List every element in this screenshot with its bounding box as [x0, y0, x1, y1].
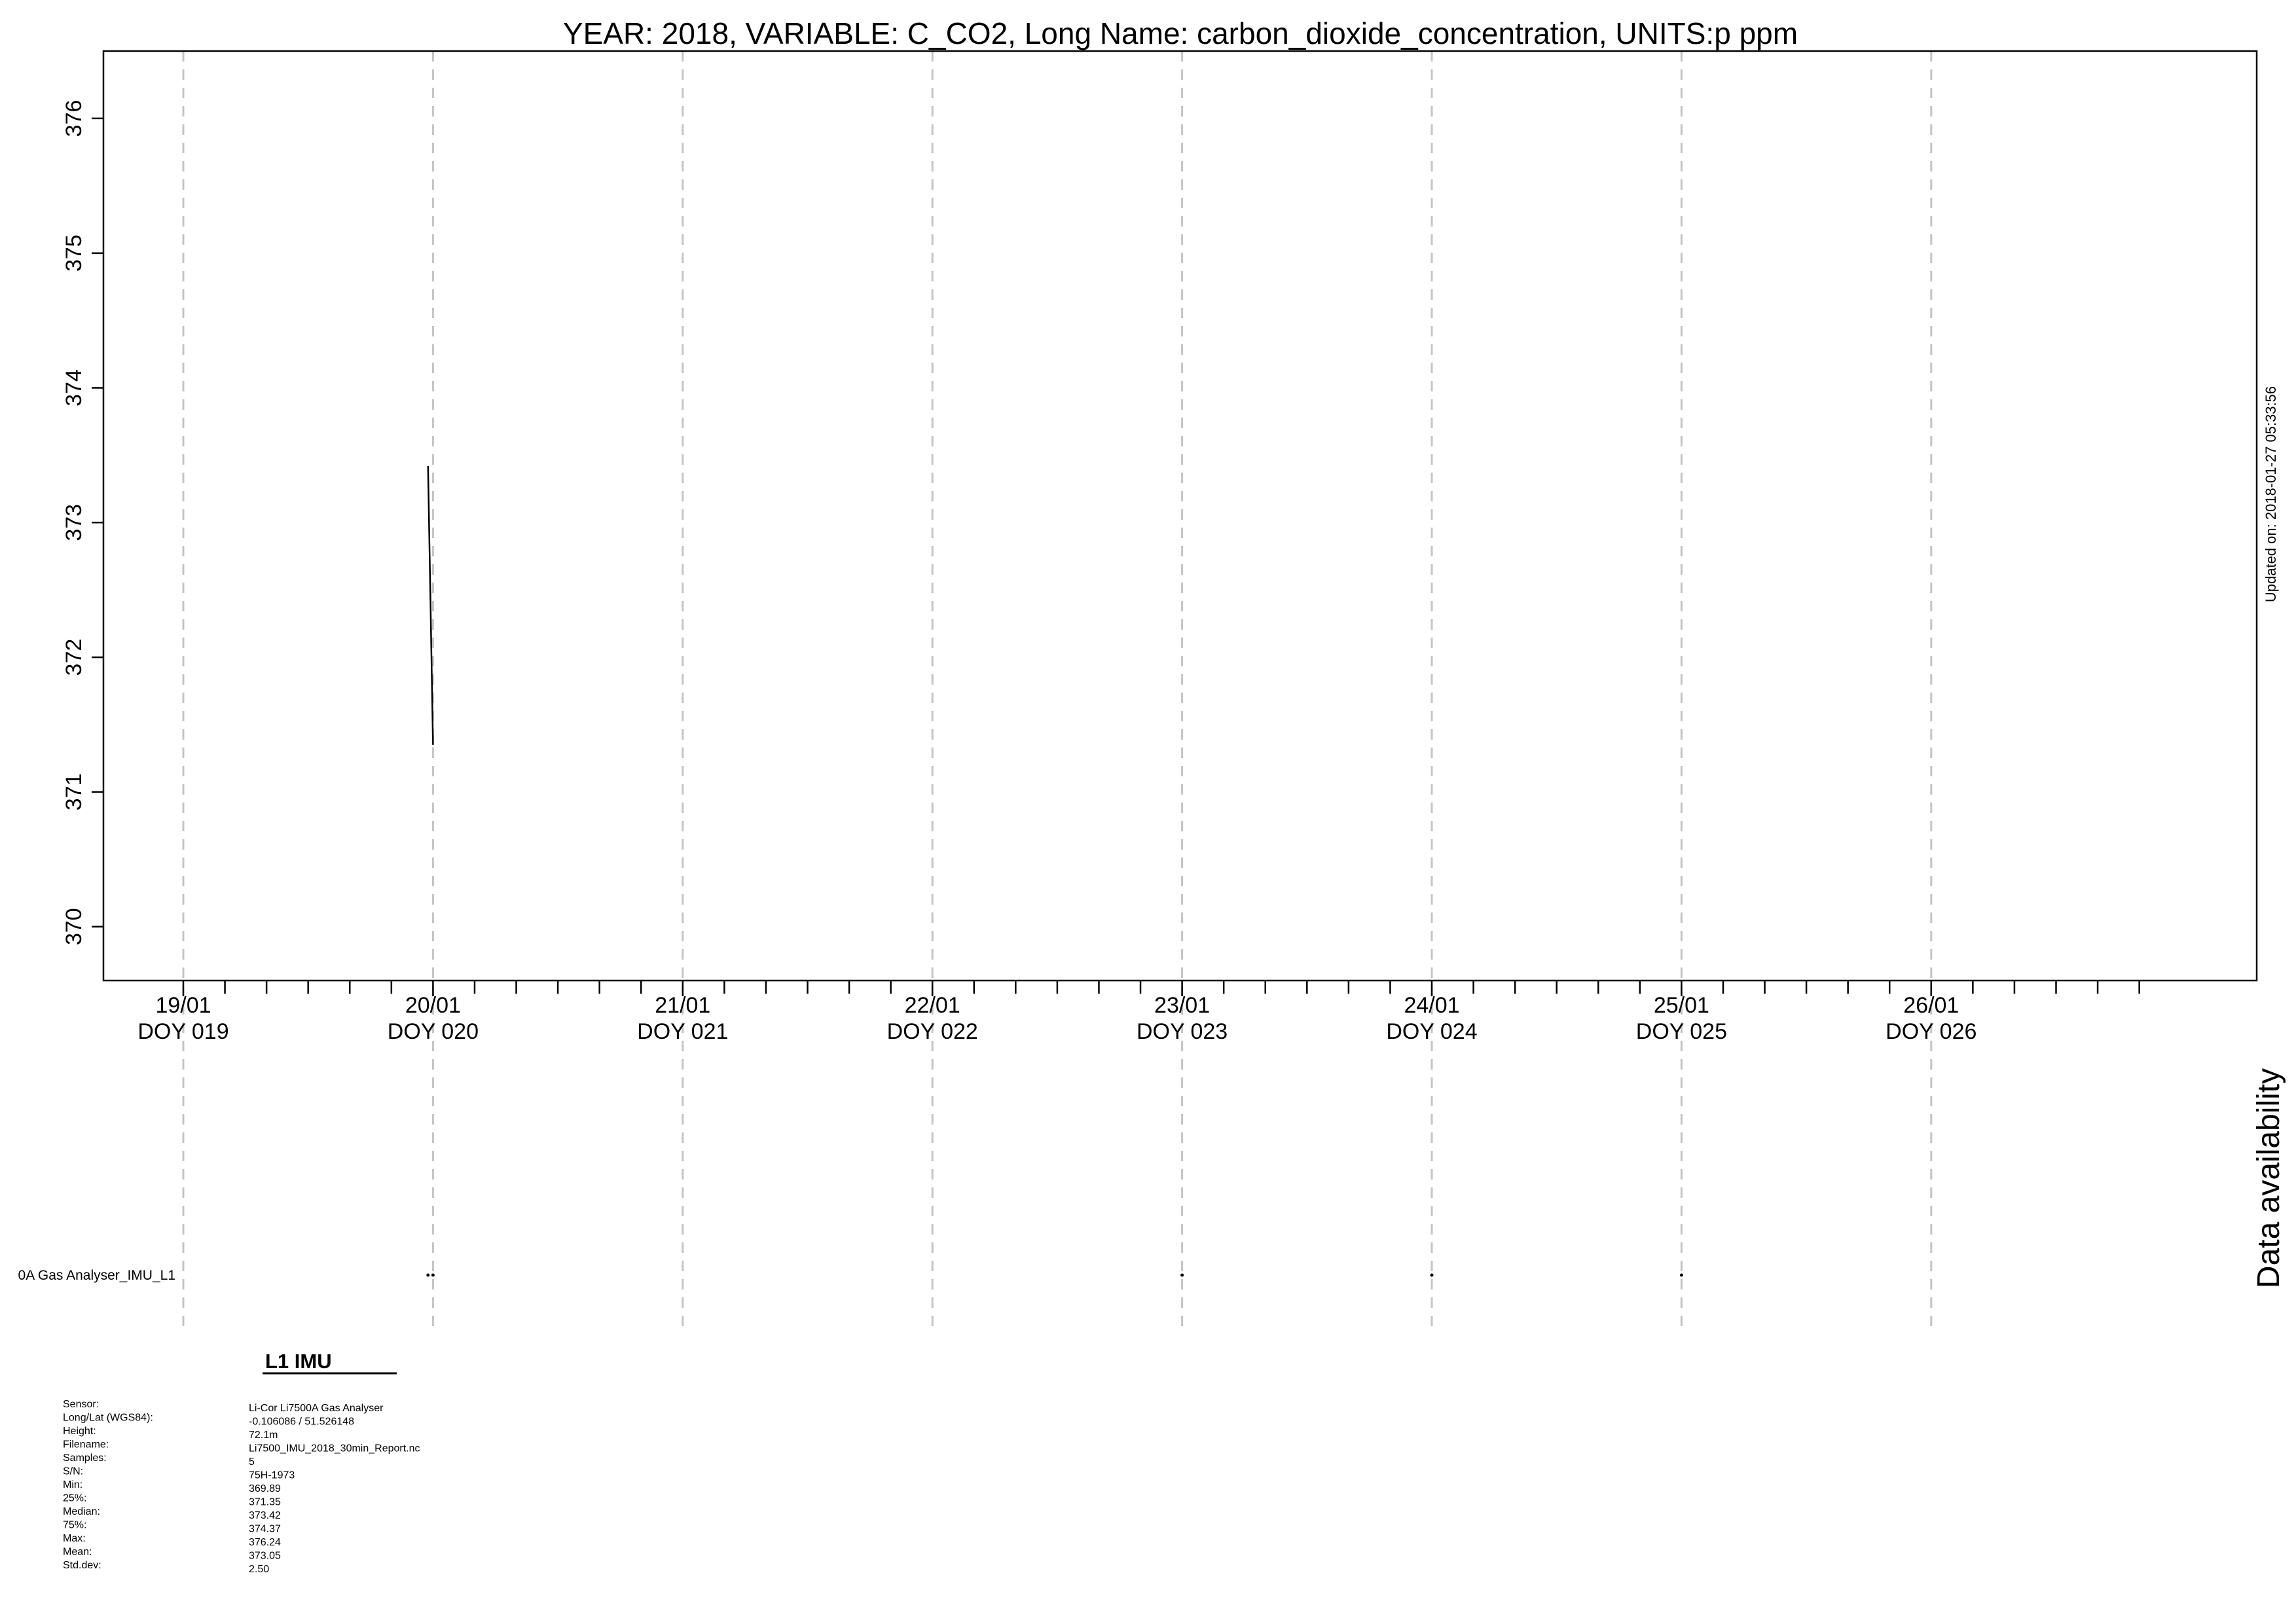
info-label: Min:: [63, 1479, 82, 1490]
info-value: 373.05: [249, 1551, 281, 1562]
x-tick-date: 24/01: [1404, 993, 1459, 1018]
availability-point: [431, 1273, 435, 1277]
info-value: Li-Cor Li7500A Gas Analyser: [249, 1403, 384, 1414]
y-tick-label: 373: [62, 504, 86, 541]
info-label: 25%:: [63, 1493, 86, 1504]
info-table: Sensor: Li-Cor Li7500A Gas Analyser Long/L…: [63, 1399, 420, 1575]
info-heading: L1 IMU: [265, 1350, 332, 1373]
x-tick-doy: DOY 019: [137, 1019, 228, 1044]
info-label: Max:: [63, 1533, 86, 1544]
availability-series-label: 0A Gas Analyser_IMU_L1: [18, 1268, 175, 1283]
availability-marks: [426, 1273, 1683, 1277]
y-tick-label: 376: [62, 100, 86, 137]
info-value: 371.35: [249, 1497, 281, 1508]
chart-title: YEAR: 2018, VARIABLE: C_CO2, Long Name: …: [563, 16, 1798, 50]
x-tick-date: 21/01: [655, 993, 710, 1018]
y-tick-label: 371: [62, 774, 86, 811]
info-label: Mean:: [63, 1547, 92, 1558]
x-tick-date: 20/01: [405, 993, 461, 1018]
info-value: 373.42: [249, 1510, 281, 1521]
info-value: 369.89: [249, 1483, 281, 1494]
info-label: Long/Lat (WGS84):: [63, 1413, 153, 1424]
y-tick-label: 372: [62, 639, 86, 676]
x-tick-doy: DOY 022: [887, 1019, 978, 1044]
x-tick-date: 19/01: [155, 993, 211, 1018]
availability-point: [426, 1273, 430, 1277]
x-tick-doy: DOY 026: [1886, 1019, 1977, 1044]
x-tick-doy: DOY 024: [1386, 1019, 1477, 1044]
x-tick-doy: DOY 023: [1137, 1019, 1228, 1044]
info-value: 5: [249, 1456, 255, 1468]
info-label: 75%:: [63, 1520, 86, 1531]
info-label: Height:: [63, 1426, 96, 1437]
availability-point: [1679, 1273, 1683, 1277]
availability-point: [1430, 1273, 1434, 1277]
info-label: Filename:: [63, 1439, 109, 1451]
info-label: Samples:: [63, 1453, 107, 1464]
updated-timestamp: Updated on: 2018-01-27 05:33:56: [2263, 386, 2279, 602]
info-value: 374.37: [249, 1524, 281, 1535]
availability-title: Data availability: [2251, 1068, 2286, 1288]
x-tick-date: 26/01: [1903, 993, 1959, 1018]
y-tick-label: 374: [62, 369, 86, 406]
x-tick-doy: DOY 021: [637, 1019, 728, 1044]
y-tick-label: 375: [62, 234, 86, 272]
x-tick-date: 23/01: [1154, 993, 1210, 1018]
x-tick-doy: DOY 025: [1636, 1019, 1727, 1044]
x-tick-date: 25/01: [1654, 993, 1709, 1018]
series-line: [427, 465, 434, 745]
info-label: Std.dev:: [63, 1560, 101, 1571]
info-value: 376.24: [249, 1537, 281, 1548]
info-label: S/N:: [63, 1466, 83, 1477]
series-layer: [427, 465, 434, 745]
info-value: Li7500_IMU_2018_30min_Report.nc: [249, 1443, 420, 1454]
info-value: 72.1m: [249, 1430, 278, 1441]
info-value: 2.50: [249, 1564, 269, 1575]
x-tick-doy: DOY 020: [388, 1019, 479, 1044]
availability-point: [1180, 1273, 1184, 1277]
plot-frame: [102, 50, 2258, 982]
y-tick-label: 370: [62, 908, 86, 945]
info-value: 75H-1973: [249, 1470, 295, 1481]
info-label: Sensor:: [63, 1399, 99, 1410]
info-value: -0.106086 / 51.526148: [249, 1416, 354, 1428]
grid-lines: [182, 51, 1933, 1329]
info-label: Median:: [63, 1506, 100, 1517]
x-tick-date: 22/01: [905, 993, 960, 1018]
y-axis: 370 371 372 373 374 375 376: [62, 100, 103, 945]
